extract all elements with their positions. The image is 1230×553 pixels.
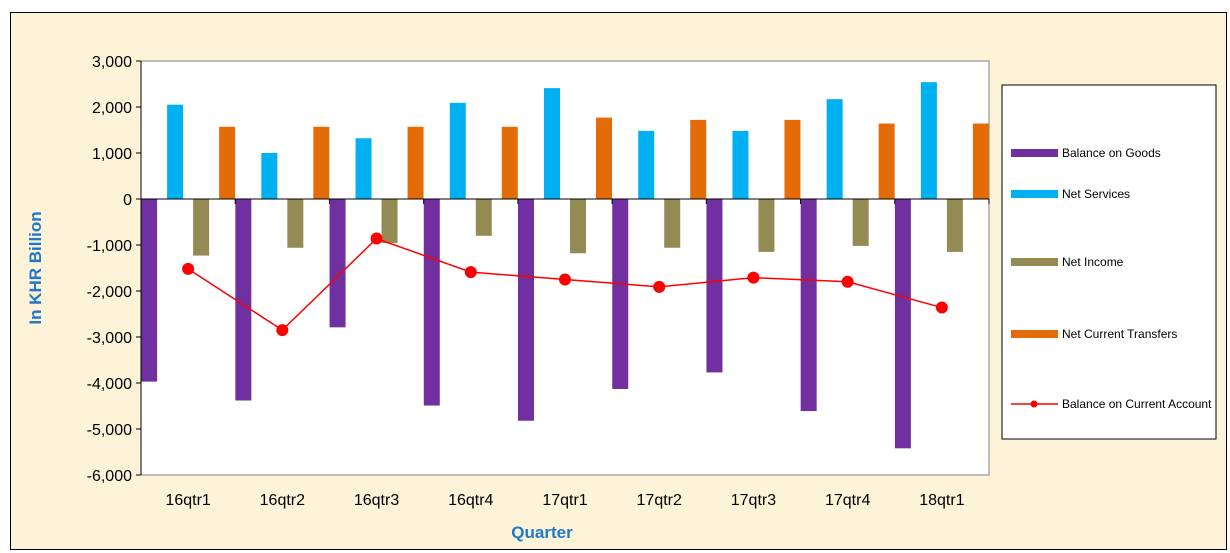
point-balance-on-current-account — [559, 273, 571, 286]
bar-net-services — [732, 130, 749, 199]
bar-balance-on-goods — [235, 199, 252, 401]
bar-balance-on-goods — [706, 199, 723, 373]
point-balance-on-current-account — [747, 271, 760, 284]
legend-swatch — [1011, 149, 1058, 157]
bar-net-services — [826, 99, 843, 199]
bar-balance-on-goods — [329, 199, 346, 328]
legend-label: Balance on Goods — [1062, 146, 1161, 160]
x-tick-label: 17qtr2 — [637, 492, 682, 509]
bar-balance-on-goods — [612, 199, 629, 389]
bar-net-services — [920, 82, 937, 199]
x-tick-label: 16qtr3 — [354, 492, 399, 509]
y-tick-label: -6,000 — [87, 468, 132, 485]
x-tick-label: 17qtr3 — [731, 492, 776, 509]
y-tick-label: 0 — [123, 192, 132, 209]
bars-layer — [141, 82, 989, 449]
bar-net-current-transfers — [313, 126, 330, 199]
bar-balance-on-goods — [518, 199, 534, 421]
bar-net-income — [193, 199, 210, 256]
point-balance-on-current-account — [935, 301, 948, 314]
point-balance-on-current-account — [182, 262, 195, 275]
legend-swatch — [1011, 258, 1058, 266]
y-axis-title: In KHR Billion — [26, 211, 45, 324]
legend-label: Net Income — [1062, 255, 1124, 269]
y-tick-label: 3,000 — [92, 54, 132, 71]
bar-net-income — [570, 199, 586, 254]
x-axis-title: Quarter — [511, 523, 573, 542]
legend-swatch — [1011, 330, 1058, 338]
bar-net-services — [167, 104, 184, 199]
axes-layer: 3,000 2,000 1,000 0 -1,000 -2,000 -3,000 -4,000… — [87, 54, 990, 509]
bar-balance-on-goods — [423, 199, 440, 406]
chart-frame: 3,000 2,000 1,000 0 -1,000 -2,000 -3,000 -4,000… — [10, 12, 1227, 550]
point-balance-on-current-account — [841, 275, 854, 288]
x-tick-label: 17qtr1 — [542, 492, 587, 509]
y-tick-label: -2,000 — [87, 284, 132, 301]
bar-net-services — [544, 88, 560, 199]
point-balance-on-current-account — [370, 232, 383, 245]
legend-swatch — [1011, 190, 1058, 198]
chart: 3,000 2,000 1,000 0 -1,000 -2,000 -3,000 -4,000… — [26, 54, 1217, 542]
bar-net-current-transfers — [972, 123, 989, 199]
bar-net-current-transfers — [219, 126, 236, 199]
legend: Balance on Goods Net Services Net Income Ne… — [1001, 84, 1217, 440]
y-tick-label: 1,000 — [92, 146, 132, 163]
x-tick-label: 16qtr2 — [260, 492, 305, 509]
legend-label: Net Services — [1062, 187, 1130, 201]
x-tick-label: 18qtr1 — [919, 492, 964, 509]
bar-balance-on-goods — [894, 199, 911, 449]
bar-net-current-transfers — [878, 123, 895, 199]
line-layer — [182, 232, 948, 337]
bar-net-services — [261, 153, 278, 199]
bar-balance-on-goods — [141, 199, 158, 382]
bar-net-income — [287, 199, 304, 248]
bar-net-current-transfers — [501, 126, 518, 199]
bar-net-services — [355, 138, 372, 199]
bar-net-income — [381, 199, 398, 244]
legend-label: Balance on Current Account — [1062, 397, 1212, 411]
bar-net-current-transfers — [596, 117, 612, 199]
point-balance-on-current-account — [653, 280, 666, 293]
bar-balance-on-goods — [800, 199, 817, 412]
y-tick-label: -3,000 — [87, 330, 132, 347]
legend-swatch-marker — [1030, 400, 1038, 408]
bar-net-income — [946, 199, 963, 252]
point-balance-on-current-account — [464, 266, 477, 279]
y-tick-label: -5,000 — [87, 422, 132, 439]
y-tick-label: 2,000 — [92, 100, 132, 117]
bar-net-services — [449, 102, 466, 199]
legend-label: Net Current Transfers — [1062, 327, 1177, 341]
bar-net-income — [475, 199, 492, 236]
bar-net-current-transfers — [784, 119, 801, 199]
y-tick-label: -4,000 — [87, 376, 132, 393]
y-tick-label: -1,000 — [87, 238, 132, 255]
point-balance-on-current-account — [276, 324, 289, 337]
plot-area — [140, 60, 990, 476]
x-tick-label: 16qtr4 — [448, 492, 493, 509]
bar-net-services — [638, 130, 655, 199]
bar-net-current-transfers — [407, 126, 424, 199]
bar-net-income — [852, 199, 869, 246]
bar-net-current-transfers — [690, 119, 707, 199]
bar-net-income — [758, 199, 775, 252]
x-tick-label: 16qtr1 — [165, 492, 210, 509]
bar-net-income — [664, 199, 681, 248]
x-tick-label: 17qtr4 — [825, 492, 870, 509]
